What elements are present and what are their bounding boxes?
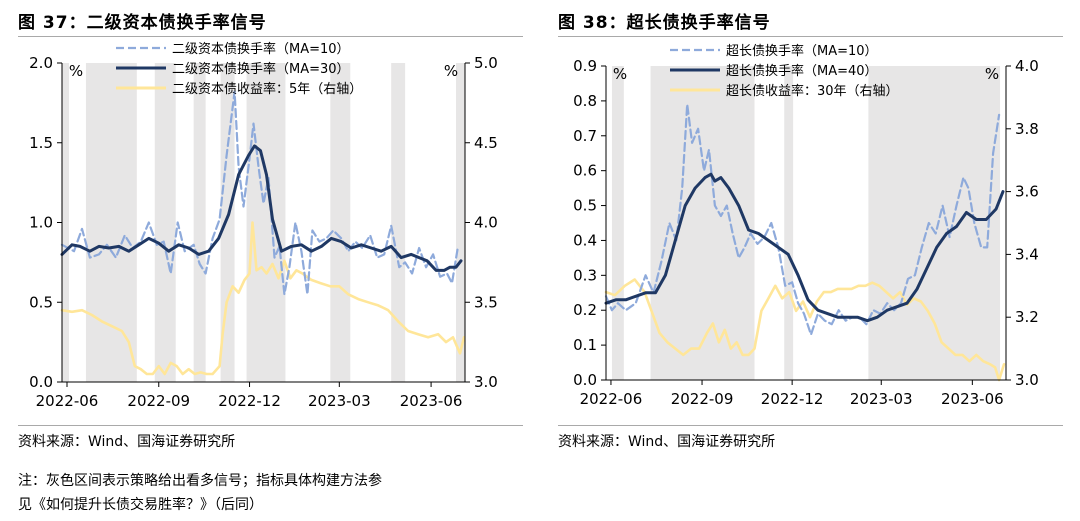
right-unit-label: % <box>985 65 999 83</box>
x-tick-label: 2022-06 <box>580 390 643 408</box>
series-line <box>60 90 460 296</box>
right-tick-label: 3.8 <box>1015 120 1039 138</box>
left-tick-label: 0.9 <box>573 57 597 75</box>
legend-label: 二级资本债收益率：5年（右轴） <box>172 81 362 97</box>
note-line-1: 注：灰色区间表示策略给出看多信号；指标具体构建方法参 <box>18 473 382 489</box>
source-divider <box>558 425 1063 426</box>
right-tick-label: 3.4 <box>1015 245 1039 263</box>
signal-shade-band <box>193 63 206 382</box>
left-tick-label: 0.1 <box>573 336 597 354</box>
series-line <box>60 144 463 272</box>
left-tick-label: 1.0 <box>29 214 53 232</box>
right-tick-label: 3.5 <box>474 293 498 311</box>
left-tick-label: 0.0 <box>29 373 53 391</box>
series-line <box>604 278 1006 382</box>
signal-shade-band <box>85 63 137 382</box>
x-tick-label: 2022-06 <box>36 392 99 410</box>
right-tick-label: 3.0 <box>474 373 498 391</box>
left-unit-label: % <box>613 65 627 83</box>
signal-shade-band <box>868 66 1001 380</box>
right-chart-panel: 图 38：超长债换手率信号 0.0 0.1 0.2 0.3 0.4 0.5 0.6 0.7 0.… <box>540 0 1080 470</box>
left-tick-label: 0.5 <box>573 197 597 215</box>
right-tick-label: 4.0 <box>1015 57 1039 75</box>
left-tick-label: 0.2 <box>573 301 597 319</box>
x-tick-label: 2023-03 <box>308 392 371 410</box>
source-text: 资料来源：Wind、国海证券研究所 <box>18 434 236 450</box>
x-tick-label: 2023-06 <box>400 392 463 410</box>
right-tick-label: 3.2 <box>1015 308 1039 326</box>
left-tick-label: 0.5 <box>29 293 53 311</box>
x-tick-label: 2022-09 <box>127 392 190 410</box>
x-tick-label: 2022-12 <box>218 392 281 410</box>
legend: 二级资本债换手率（MA=10） 二级资本债换手率（MA=30） 二级资本债收益率：5… <box>116 41 362 97</box>
signal-shading <box>62 63 465 382</box>
legend-label: 超长债收益率：30年（右轴） <box>726 83 899 99</box>
right-tick-label: 5.0 <box>474 54 498 72</box>
series-line <box>604 172 1005 323</box>
x-tick-label: 2022-09 <box>671 390 734 408</box>
signal-shade-band <box>62 63 69 382</box>
right-chart: 0.0 0.1 0.2 0.3 0.4 0.5 0.6 0.7 0.8 0.9 3.0 3.2 3.4 3… <box>573 43 1039 408</box>
series-line <box>60 221 466 376</box>
left-unit-label: % <box>69 62 83 80</box>
note-line-2: 见《如何提升长债交易胜率？》（后同） <box>18 497 263 513</box>
right-tick-label: 3.6 <box>1015 183 1039 201</box>
signal-shade-band <box>456 63 465 382</box>
left-tick-label: 0.6 <box>573 162 597 180</box>
right-tick-label: 3.0 <box>1015 371 1039 389</box>
legend-label: 超长债换手率（MA=40） <box>726 63 878 79</box>
signal-shading <box>611 66 1001 380</box>
left-tick-label: 0.0 <box>573 371 597 389</box>
left-tick-label: 0.4 <box>573 231 597 249</box>
signal-shade-band <box>391 63 406 382</box>
left-tick-label: 0.8 <box>573 92 597 110</box>
legend-label: 二级资本债换手率（MA=30） <box>172 61 350 77</box>
left-tick-label: 0.7 <box>573 127 597 145</box>
chart-title: 图 38：超长债换手率信号 <box>558 13 771 33</box>
signal-shade-band <box>650 66 755 380</box>
chart-title: 图 37：二级资本债换手率信号 <box>18 13 267 33</box>
legend: 超长债换手率（MA=10） 超长债换手率（MA=40） 超长债收益率：30年（右轴） <box>670 43 899 99</box>
left-tick-label: 2.0 <box>29 54 53 72</box>
left-chart: 0.0 0.5 1.0 1.5 2.0 3.0 3.5 4.0 4.5 5.0 2022-06 202… <box>29 41 498 410</box>
left-tick-label: 1.5 <box>29 134 53 152</box>
source-divider <box>18 425 523 426</box>
x-tick-label: 2023-06 <box>941 390 1004 408</box>
x-tick-label: 2023-03 <box>850 390 913 408</box>
legend-label: 超长债换手率（MA=10） <box>726 43 878 59</box>
signal-shade-band <box>330 63 351 382</box>
x-tick-label: 2022-12 <box>761 390 824 408</box>
signal-shade-band <box>611 66 624 380</box>
title-divider <box>18 36 523 37</box>
left-tick-label: 0.3 <box>573 266 597 284</box>
source-text: 资料来源：Wind、国海证券研究所 <box>558 434 776 450</box>
title-divider <box>558 36 1063 37</box>
left-chart-panel: 图 37：二级资本债换手率信号 0.0 0.5 1.0 1.5 2.0 3.0 3.5 4.0… <box>0 0 540 470</box>
right-tick-label: 4.5 <box>474 134 498 152</box>
right-unit-label: % <box>444 62 458 80</box>
signal-shade-band <box>784 66 794 380</box>
series-line <box>604 103 1001 336</box>
signal-shade-band <box>154 63 176 382</box>
legend-label: 二级资本债换手率（MA=10） <box>172 41 350 57</box>
right-tick-label: 4.0 <box>474 214 498 232</box>
signal-shade-band <box>220 63 235 382</box>
